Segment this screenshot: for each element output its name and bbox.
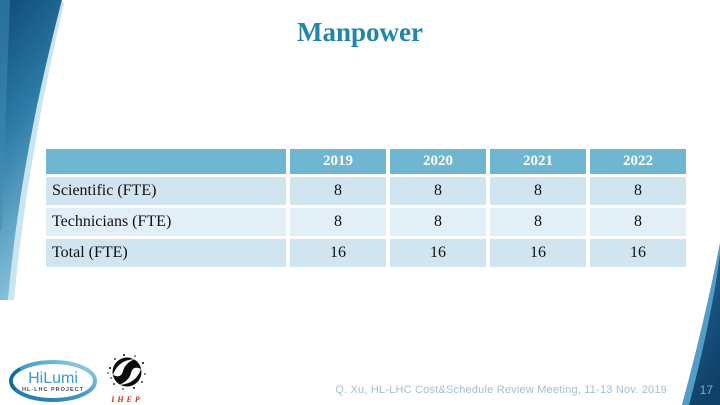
fte-value-cell: 8 (390, 208, 486, 236)
top-left-swoosh-decoration (0, 0, 64, 300)
slide-title: Manpower (297, 17, 423, 47)
fte-value-cell: 8 (490, 208, 586, 236)
fte-value-cell: 16 (290, 239, 386, 267)
table-header-2019: 2019 (290, 149, 386, 174)
table-header-2021: 2021 (490, 149, 586, 174)
table-row-total: Total (FTE) 16 16 16 16 (46, 239, 686, 267)
ihep-logo-text: IHEP (110, 395, 143, 404)
manpower-table-container: 2019 2020 2021 2022 Scientific (FTE) 8 8… (42, 146, 690, 270)
hilumi-logo-text: HiLumi (28, 370, 78, 387)
ihep-logo: IHEP (107, 354, 146, 404)
fte-value-cell: 8 (290, 177, 386, 205)
table-header-2022: 2022 (590, 149, 686, 174)
fte-value-cell: 8 (590, 208, 686, 236)
row-label-technicians: Technicians (FTE) (46, 208, 286, 236)
fte-value-cell: 8 (590, 177, 686, 205)
hilumi-logo-subtitle: HL-LHC PROJECT (22, 387, 84, 393)
row-label-scientific: Scientific (FTE) (46, 177, 286, 205)
bottom-right-wedge-decoration (682, 243, 720, 405)
hilumi-hl-lhc-project-logo: HiLumi HL-LHC PROJECT (9, 360, 97, 402)
row-label-total: Total (FTE) (46, 239, 286, 267)
page-number: 17 (699, 383, 713, 397)
footer-credit: Q. Xu, HL-LHC Cost&Schedule Review Meeti… (335, 384, 667, 396)
manpower-table: 2019 2020 2021 2022 Scientific (FTE) 8 8… (42, 146, 690, 270)
table-row-scientific: Scientific (FTE) 8 8 8 8 (46, 177, 686, 205)
fte-value-cell: 16 (390, 239, 486, 267)
fte-value-cell: 8 (490, 177, 586, 205)
table-header-2020: 2020 (390, 149, 486, 174)
fte-value-cell: 16 (590, 239, 686, 267)
ihep-galaxy-icon (107, 354, 146, 390)
table-row-technicians: Technicians (FTE) 8 8 8 8 (46, 208, 686, 236)
table-header-corner (46, 149, 286, 174)
table-header-row: 2019 2020 2021 2022 (46, 149, 686, 174)
fte-value-cell: 8 (290, 208, 386, 236)
fte-value-cell: 8 (390, 177, 486, 205)
fte-value-cell: 16 (490, 239, 586, 267)
